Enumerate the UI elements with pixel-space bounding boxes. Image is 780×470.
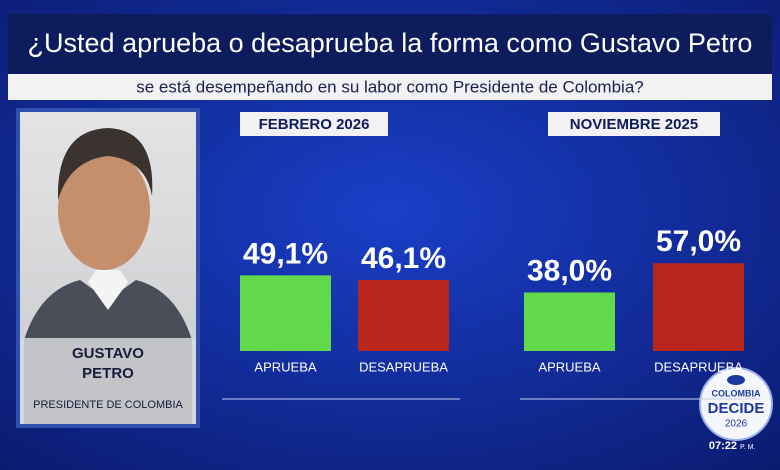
name-plate — [20, 338, 196, 424]
person-card: GUSTAVO PETRO PRESIDENTE DE COLOMBIA — [16, 108, 200, 428]
logo: COLOMBIA DECIDE 2026 — [699, 367, 773, 441]
category-label: APRUEBA — [538, 359, 600, 374]
person-name: PETRO — [82, 365, 134, 382]
subtitle: se está desempeñando en su labor como Pr… — [136, 77, 644, 96]
clock-suffix: P. M. — [740, 444, 755, 451]
bar — [358, 280, 449, 351]
logo-text: COLOMBIA — [712, 388, 761, 398]
logo-circle — [699, 367, 773, 441]
value-label: 38,0% — [527, 254, 612, 287]
shirt — [88, 270, 128, 310]
person-role: PRESIDENTE DE COLOMBIA — [33, 399, 183, 411]
value-label: 49,1% — [243, 237, 328, 270]
panel-title: FEBRERO 2026 — [259, 116, 370, 133]
logo-eye — [727, 375, 745, 385]
subtitle-band — [8, 74, 772, 100]
bar — [653, 263, 744, 351]
bar — [240, 275, 331, 351]
panel-title-box — [548, 112, 720, 136]
logo-year: 2026 — [725, 419, 748, 430]
category-label: DESAPRUEBA — [359, 359, 448, 374]
panel-title: NOVIEMBRE 2025 — [570, 116, 698, 133]
panel-title-box — [240, 112, 388, 136]
chart-panel: FEBRERO 2026 49,1% APRUEBA 46,1% DESAPRUEBA — [222, 112, 460, 400]
person-name: GUSTAVO — [72, 345, 144, 362]
clock-time: 07:22 — [709, 440, 737, 452]
face — [58, 150, 150, 270]
category-label: DESAPRUEBA — [654, 359, 743, 374]
bar — [524, 292, 615, 351]
hair — [57, 128, 153, 200]
category-label: APRUEBA — [254, 359, 316, 374]
value-label: 46,1% — [361, 242, 446, 275]
title-band — [8, 14, 772, 74]
title: ¿Usted aprueba o desaprueba la forma com… — [28, 28, 753, 58]
chart-panel: NOVIEMBRE 2025 38,0% APRUEBA 57,0% DESAPRUEB… — [520, 112, 760, 400]
logo-text: DECIDE — [708, 400, 765, 417]
value-label: 57,0% — [656, 225, 741, 258]
